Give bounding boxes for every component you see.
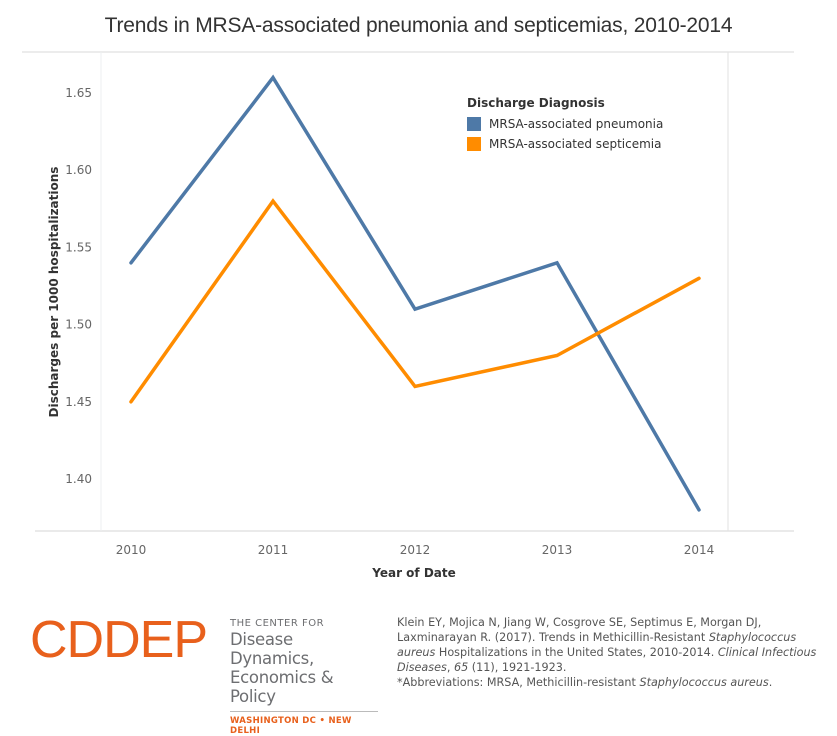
y-axis-ticks: 1.40 1.45 1.50 1.55 1.60 1.65: [65, 86, 92, 486]
y-axis-title: Discharges per 1000 hospitalizations: [47, 167, 61, 418]
legend-swatch-septicemia: [467, 137, 481, 151]
x-tick-label: 2014: [684, 543, 715, 557]
logo-line3: Economics & Policy: [230, 668, 380, 706]
x-tick-label: 2013: [542, 543, 573, 557]
abbrev-prefix: *Abbreviations: MRSA, Methicillin-resist…: [397, 676, 639, 689]
x-tick-label: 2011: [258, 543, 289, 557]
y-tick-label: 1.45: [65, 395, 92, 409]
y-tick-label: 1.65: [65, 86, 92, 100]
logo-acronym: CDDEP: [30, 610, 207, 670]
citation-title: Hospitalizations in the United States, 2…: [435, 646, 717, 659]
citation-authors: Klein EY, Mojica N, Jiang W, Cosgrove SE…: [397, 616, 761, 644]
legend-label-pneumonia: MRSA-associated pneumonia: [489, 117, 663, 131]
logo-divider: [230, 711, 378, 712]
legend-label-septicemia: MRSA-associated septicemia: [489, 137, 661, 151]
cddep-logo: CDDEP THE CENTER FOR Disease Dynamics, E…: [30, 612, 380, 692]
legend: Discharge Diagnosis MRSA-associated pneu…: [467, 96, 663, 154]
x-tick-label: 2012: [400, 543, 431, 557]
legend-title: Discharge Diagnosis: [467, 96, 663, 110]
legend-item-septicemia[interactable]: MRSA-associated septicemia: [467, 134, 663, 154]
logo-line2: Disease Dynamics,: [230, 630, 380, 668]
y-tick-label: 1.40: [65, 472, 92, 486]
citation: Klein EY, Mojica N, Jiang W, Cosgrove SE…: [397, 615, 827, 690]
citation-sep: ,: [447, 661, 454, 674]
citation-volume: 65: [454, 661, 468, 674]
y-tick-label: 1.50: [65, 318, 92, 332]
y-tick-label: 1.60: [65, 163, 92, 177]
series-line-septicemia: [131, 201, 699, 402]
logo-cities: WASHINGTON DC • NEW DELHI: [230, 716, 380, 736]
legend-item-pneumonia[interactable]: MRSA-associated pneumonia: [467, 114, 663, 134]
logo-org-name: THE CENTER FOR Disease Dynamics, Economi…: [230, 618, 380, 736]
citation-pages: (11), 1921-1923.: [468, 661, 566, 674]
y-tick-label: 1.55: [65, 240, 92, 254]
logo-line1: THE CENTER FOR: [230, 618, 380, 630]
abbrev-suffix: .: [769, 676, 773, 689]
x-axis-ticks: 2010 2011 2012 2013 2014: [116, 543, 715, 557]
abbrev-species: Staphylococcus aureus: [639, 676, 768, 689]
x-tick-label: 2010: [116, 543, 147, 557]
x-axis-title: Year of Date: [371, 566, 456, 580]
legend-swatch-pneumonia: [467, 117, 481, 131]
